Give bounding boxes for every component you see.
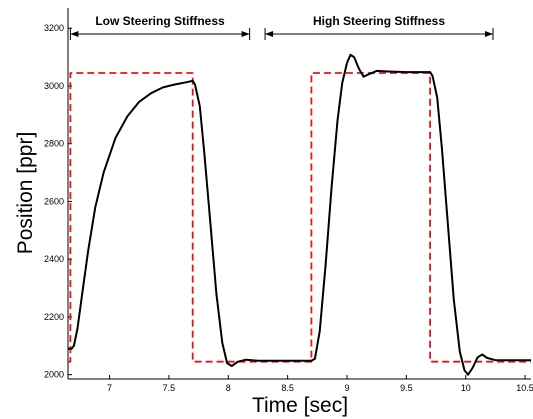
arrowhead-left-icon	[70, 30, 79, 37]
x-axis-title: Time [sec]	[252, 394, 348, 417]
plot-frame	[68, 8, 531, 379]
x-tick-label: 8	[226, 383, 231, 393]
arrowhead-left-icon	[265, 30, 274, 37]
series-layer	[68, 53, 531, 376]
y-tick-label: 2200	[44, 312, 64, 322]
y-tick-label: 2400	[44, 254, 64, 264]
axis-ticks: 7 7.5 8 8.5 9 9.5 10 10.5 2000 2200 2400 2600 2800 30…	[44, 23, 533, 393]
x-tick-label: 8.5	[281, 383, 294, 393]
y-axis-title: Position [ppr]	[14, 132, 37, 255]
reference-step-line	[68, 72, 531, 363]
y-tick-label: 2800	[44, 139, 64, 149]
arrowhead-right-icon	[241, 30, 250, 37]
x-tick-label: 7	[107, 383, 112, 393]
x-tick-label: 9.5	[400, 383, 413, 393]
arrowhead-right-icon	[485, 30, 494, 37]
x-tick-label: 9	[344, 383, 349, 393]
y-tick-label: 3000	[44, 81, 64, 91]
x-tick-label: 10	[461, 383, 471, 393]
span-annotation-label: High Steering Stiffness	[313, 14, 445, 28]
y-tick-label: 2000	[44, 370, 64, 380]
plot-area	[67, 8, 531, 380]
y-tick-label: 3200	[44, 23, 64, 33]
x-tick-label: 7.5	[163, 383, 176, 393]
span-annotation-label: Low Steering Stiffness	[95, 14, 225, 28]
x-tick-label: 10.5	[516, 383, 533, 393]
annotation-layer: Low Steering Stiffness High Steering Stif…	[69, 14, 494, 40]
measured-position-line	[68, 53, 531, 376]
y-tick-label: 2600	[44, 196, 64, 206]
